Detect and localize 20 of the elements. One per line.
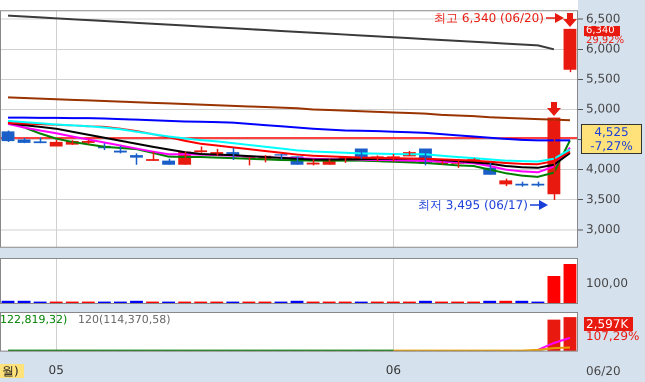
- text: 2,597K: [584, 317, 634, 331]
- y-tick-label: 3,500: [586, 192, 620, 206]
- text: 29,92%: [586, 35, 624, 46]
- x-tick-label: 05: [48, 362, 64, 377]
- y-tick-label: 5,500: [586, 72, 620, 86]
- y-tick-label: 6,500: [586, 11, 620, 26]
- text: 6,340: [584, 25, 620, 36]
- text: 월): [0, 364, 24, 378]
- ref-line-label: 4,525 -7,27%: [582, 125, 641, 154]
- annotation: 최저 3,495 (06/17): [418, 198, 528, 212]
- text: 107,29%: [586, 329, 640, 343]
- annotation: 120(114,370,58): [78, 313, 171, 327]
- text: 100,00: [586, 276, 628, 290]
- y-tick-label: 4,000: [586, 162, 620, 176]
- y-tick-label: 3,000: [586, 222, 620, 236]
- annotation: 최고 6,340 (06/20): [434, 11, 544, 25]
- x-tick-label: 06: [386, 362, 401, 377]
- text: 06/20: [586, 364, 621, 378]
- annotation: 122,819,32): [0, 313, 68, 327]
- y-tick-label: 5,000: [586, 102, 620, 116]
